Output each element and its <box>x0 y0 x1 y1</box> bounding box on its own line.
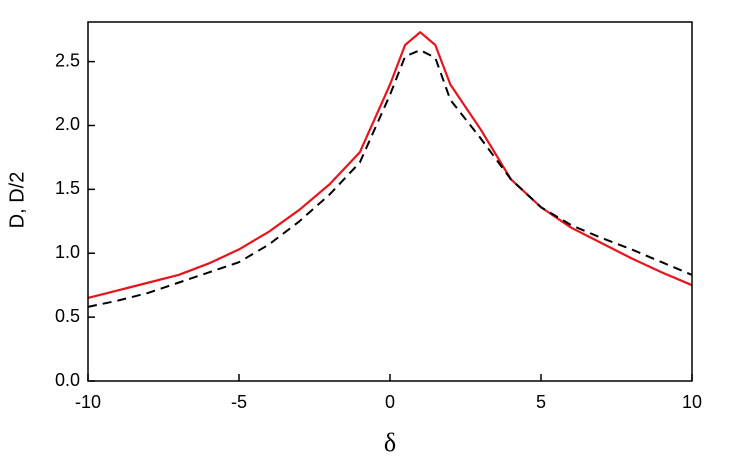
y-axis-label: D, D/2 <box>6 172 28 229</box>
x-tick-label: 0 <box>385 392 395 412</box>
line-series <box>87 31 693 300</box>
y-tick-label: 2.0 <box>55 114 80 134</box>
y-tick-label: 1.5 <box>55 178 80 198</box>
y-tick-label: 1.0 <box>55 242 80 262</box>
y-tick-label: 0.0 <box>55 370 80 390</box>
y-tick-label: 0.5 <box>55 306 80 326</box>
line-series <box>87 49 693 308</box>
x-axis-label: δ <box>384 428 396 457</box>
x-tick-label: -10 <box>75 392 101 412</box>
x-tick-label: 5 <box>536 392 546 412</box>
y-tick-label: 2.5 <box>55 50 80 70</box>
plot-frame <box>87 21 693 382</box>
x-tick-label: -5 <box>231 392 247 412</box>
x-tick-label: 10 <box>682 392 702 412</box>
